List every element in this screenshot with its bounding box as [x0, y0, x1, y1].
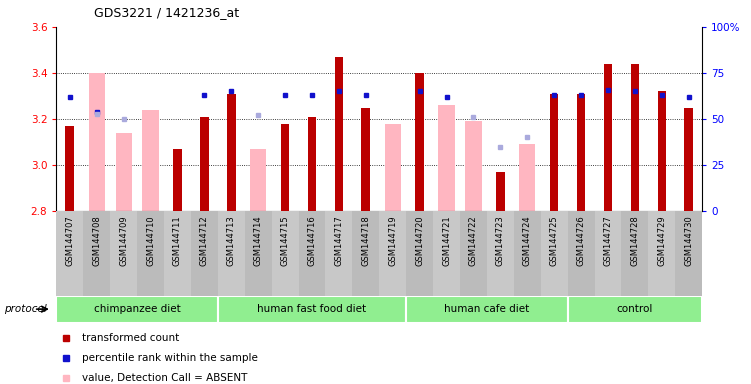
- Text: human cafe diet: human cafe diet: [445, 304, 529, 314]
- Text: GSM144723: GSM144723: [496, 215, 505, 266]
- Bar: [648, 211, 675, 296]
- Bar: [272, 211, 299, 296]
- Bar: [218, 211, 245, 296]
- Bar: [335, 57, 343, 211]
- Text: GSM144718: GSM144718: [361, 215, 370, 266]
- Text: GSM144709: GSM144709: [119, 215, 128, 266]
- Text: GSM144719: GSM144719: [388, 215, 397, 266]
- Bar: [245, 211, 272, 296]
- Text: value, Detection Call = ABSENT: value, Detection Call = ABSENT: [82, 373, 248, 383]
- Bar: [164, 211, 191, 296]
- Text: GSM144724: GSM144724: [523, 215, 532, 266]
- Bar: [352, 211, 379, 296]
- Text: GSM144717: GSM144717: [334, 215, 343, 266]
- Bar: [487, 211, 514, 296]
- Text: control: control: [617, 304, 653, 314]
- Bar: [496, 172, 505, 211]
- Bar: [684, 108, 693, 211]
- Bar: [604, 64, 612, 211]
- Bar: [325, 211, 352, 296]
- Bar: [514, 211, 541, 296]
- Text: GSM144715: GSM144715: [281, 215, 290, 266]
- Bar: [577, 94, 585, 211]
- Bar: [568, 296, 702, 323]
- Bar: [379, 211, 406, 296]
- Text: human fast food diet: human fast food diet: [258, 304, 366, 314]
- Bar: [460, 211, 487, 296]
- Bar: [658, 91, 666, 211]
- Bar: [631, 64, 639, 211]
- Bar: [56, 211, 83, 296]
- Text: GSM144727: GSM144727: [604, 215, 613, 266]
- Text: GSM144729: GSM144729: [657, 215, 666, 266]
- Bar: [89, 73, 105, 211]
- Bar: [308, 117, 316, 211]
- Bar: [519, 144, 535, 211]
- Bar: [65, 126, 74, 211]
- Bar: [191, 211, 218, 296]
- Bar: [595, 211, 622, 296]
- Bar: [173, 149, 182, 211]
- Text: GSM144725: GSM144725: [550, 215, 559, 266]
- Bar: [137, 211, 164, 296]
- Text: protocol: protocol: [4, 304, 47, 314]
- Text: GSM144716: GSM144716: [307, 215, 316, 266]
- Text: GSM144710: GSM144710: [146, 215, 155, 266]
- Bar: [439, 105, 454, 211]
- Text: GSM144720: GSM144720: [415, 215, 424, 266]
- Bar: [299, 211, 325, 296]
- Bar: [218, 296, 406, 323]
- Bar: [143, 110, 158, 211]
- Bar: [116, 133, 131, 211]
- Text: GSM144707: GSM144707: [65, 215, 74, 266]
- Text: GSM144722: GSM144722: [469, 215, 478, 266]
- Text: percentile rank within the sample: percentile rank within the sample: [82, 353, 258, 363]
- Bar: [433, 211, 460, 296]
- Bar: [675, 211, 702, 296]
- Bar: [541, 211, 568, 296]
- Bar: [227, 94, 236, 211]
- Bar: [56, 296, 218, 323]
- Bar: [406, 296, 568, 323]
- Text: GSM144713: GSM144713: [227, 215, 236, 266]
- Bar: [83, 211, 110, 296]
- Bar: [622, 211, 648, 296]
- Bar: [110, 211, 137, 296]
- Bar: [361, 108, 370, 211]
- Text: GSM144728: GSM144728: [630, 215, 639, 266]
- Text: GSM144726: GSM144726: [577, 215, 586, 266]
- Bar: [466, 121, 481, 211]
- Bar: [385, 124, 401, 211]
- Text: GSM144714: GSM144714: [254, 215, 263, 266]
- Bar: [406, 211, 433, 296]
- Text: GDS3221 / 1421236_at: GDS3221 / 1421236_at: [94, 6, 239, 19]
- Text: GSM144730: GSM144730: [684, 215, 693, 266]
- Bar: [250, 149, 266, 211]
- Bar: [200, 117, 209, 211]
- Bar: [281, 124, 289, 211]
- Text: chimpanzee diet: chimpanzee diet: [94, 304, 180, 314]
- Text: GSM144711: GSM144711: [173, 215, 182, 266]
- Text: GSM144721: GSM144721: [442, 215, 451, 266]
- Text: transformed count: transformed count: [82, 333, 179, 343]
- Bar: [550, 94, 559, 211]
- Bar: [415, 73, 424, 211]
- Text: GSM144708: GSM144708: [92, 215, 101, 266]
- Text: GSM144712: GSM144712: [200, 215, 209, 266]
- Bar: [568, 211, 595, 296]
